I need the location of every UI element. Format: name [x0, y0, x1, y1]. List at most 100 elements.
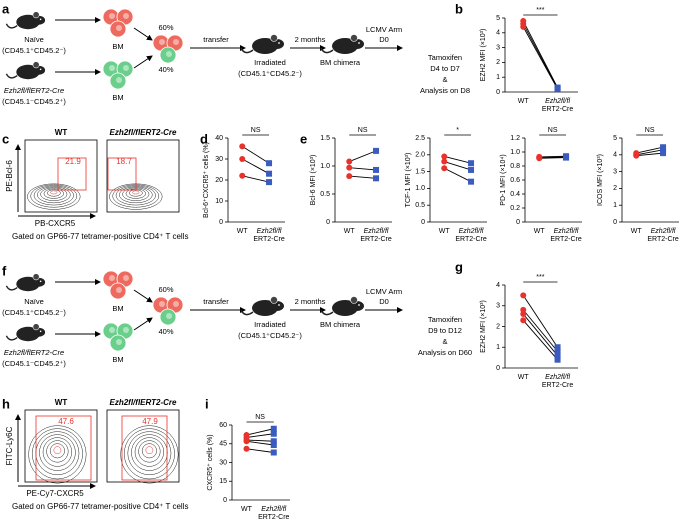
- y-tick-label: 2.5: [415, 135, 425, 142]
- text: BM chimera: [320, 58, 361, 67]
- data-point: [373, 175, 380, 182]
- panel-label: b: [455, 1, 463, 16]
- y-axis-label: Bcl-6⁺CXCR5⁺ cells (%): [203, 142, 210, 218]
- y-tick-label: 0: [613, 219, 617, 226]
- text: D0: [379, 297, 389, 306]
- data-point: [346, 173, 353, 180]
- cell-nucleus: [123, 275, 129, 281]
- gating-note: Gated on GP66-77 tetramer-positive CD4⁺ …: [12, 502, 188, 511]
- cell: [109, 72, 127, 90]
- text: (CD45.1⁻CD45.2⁺): [2, 359, 66, 368]
- data-point: [563, 154, 570, 161]
- mouse-tail: [5, 285, 18, 291]
- text: Tamoxifen: [428, 315, 462, 324]
- y-axis-label: PD-1 MFI (×10⁴): [500, 154, 507, 205]
- x-tick-label: WT: [518, 374, 530, 381]
- mouse-icon: [320, 296, 364, 316]
- panel-label: e: [300, 131, 307, 146]
- data-point: [239, 156, 246, 162]
- x-tick-label: Ezh2fl/fl ERT2-Cre: [455, 228, 486, 243]
- mouse-eye: [39, 18, 42, 21]
- text: (CD45.1⁻CD45.2⁺): [2, 97, 66, 106]
- mouse-tail: [5, 23, 18, 29]
- contour: [46, 440, 69, 463]
- cell-nucleus: [116, 77, 122, 83]
- data-point: [270, 425, 277, 432]
- data-point: [554, 344, 561, 351]
- text: D4 to D7: [430, 64, 460, 73]
- mouse-tail: [320, 47, 334, 54]
- y-tick-label: 0: [326, 219, 330, 226]
- y-tick-label: 1.5: [415, 168, 425, 175]
- mouse-tail: [240, 47, 254, 54]
- pair-line: [636, 152, 664, 157]
- contour: [39, 434, 76, 471]
- label-line: Ezh2fl/fl: [257, 228, 282, 235]
- cell-nucleus: [109, 13, 115, 19]
- mouse-tail: [5, 73, 18, 79]
- data-point: [468, 178, 475, 185]
- label-line: Ezh2fl/fl: [364, 228, 389, 235]
- y-tick-label: 1.0: [510, 149, 520, 156]
- arrow: [133, 317, 153, 331]
- data-point: [554, 86, 561, 93]
- data-point: [554, 352, 561, 359]
- contour: [53, 446, 62, 455]
- cell-nucleus: [123, 13, 129, 19]
- cell: [109, 334, 127, 352]
- data-point: [441, 158, 448, 165]
- significance: ***: [536, 7, 544, 14]
- significance: *: [456, 127, 459, 134]
- gate-value: 21.9: [65, 157, 81, 166]
- panel-label: d: [200, 131, 208, 146]
- cell-nucleus: [109, 65, 115, 71]
- text: D9 to D12: [428, 326, 462, 335]
- cell-nucleus: [123, 327, 129, 333]
- y-tick-label: 45: [219, 441, 227, 448]
- text: 2 months: [295, 35, 326, 44]
- y-tick-label: 1: [496, 74, 500, 81]
- label-line: Ezh2fl/fl: [261, 506, 286, 513]
- cell-nucleus: [109, 275, 115, 281]
- panel-label: a: [2, 1, 10, 16]
- cell: [159, 46, 177, 64]
- y-tick-label: 1.5: [320, 135, 330, 142]
- y-tick-label: 3: [496, 44, 500, 51]
- text: Naïve: [24, 297, 44, 306]
- group-label: WT: [55, 128, 68, 137]
- text: 2 months: [295, 297, 326, 306]
- contour: [127, 431, 172, 476]
- y-axis-label: PE-Bcl-6: [5, 160, 14, 192]
- data-point: [536, 155, 543, 162]
- data-point: [468, 160, 475, 167]
- y-tick-label: 20: [215, 177, 223, 184]
- cell-nucleus: [123, 65, 129, 71]
- label-line: ERT2-Cre: [360, 236, 391, 243]
- text: Irradiated: [254, 58, 286, 67]
- text: LCMV Arm: [366, 287, 402, 296]
- pair-line: [522, 319, 558, 360]
- pair-line: [522, 295, 558, 348]
- label-line: ERT2-Cre: [258, 514, 289, 519]
- text: Tamoxifen: [428, 53, 462, 62]
- cell-nucleus: [166, 51, 172, 57]
- significance: ***: [536, 274, 544, 281]
- x-tick-label: WT: [518, 98, 530, 105]
- mouse-ear: [350, 296, 358, 304]
- mouse-icon: [5, 11, 46, 30]
- pair-line: [636, 146, 664, 154]
- y-tick-label: 0.8: [510, 163, 520, 170]
- mouse-ear: [350, 34, 358, 42]
- x-tick-label: WT: [237, 228, 249, 235]
- cell: [159, 308, 177, 326]
- plot-frame: [24, 139, 98, 213]
- cell-nucleus: [166, 313, 172, 319]
- mouse-icon: [5, 61, 46, 80]
- contour: [37, 186, 71, 204]
- label-line: Ezh2fl/fl: [545, 374, 570, 381]
- mouse-icon: [240, 296, 284, 316]
- data-point: [520, 317, 527, 324]
- text: &: [442, 337, 447, 346]
- y-tick-label: 0: [496, 365, 500, 372]
